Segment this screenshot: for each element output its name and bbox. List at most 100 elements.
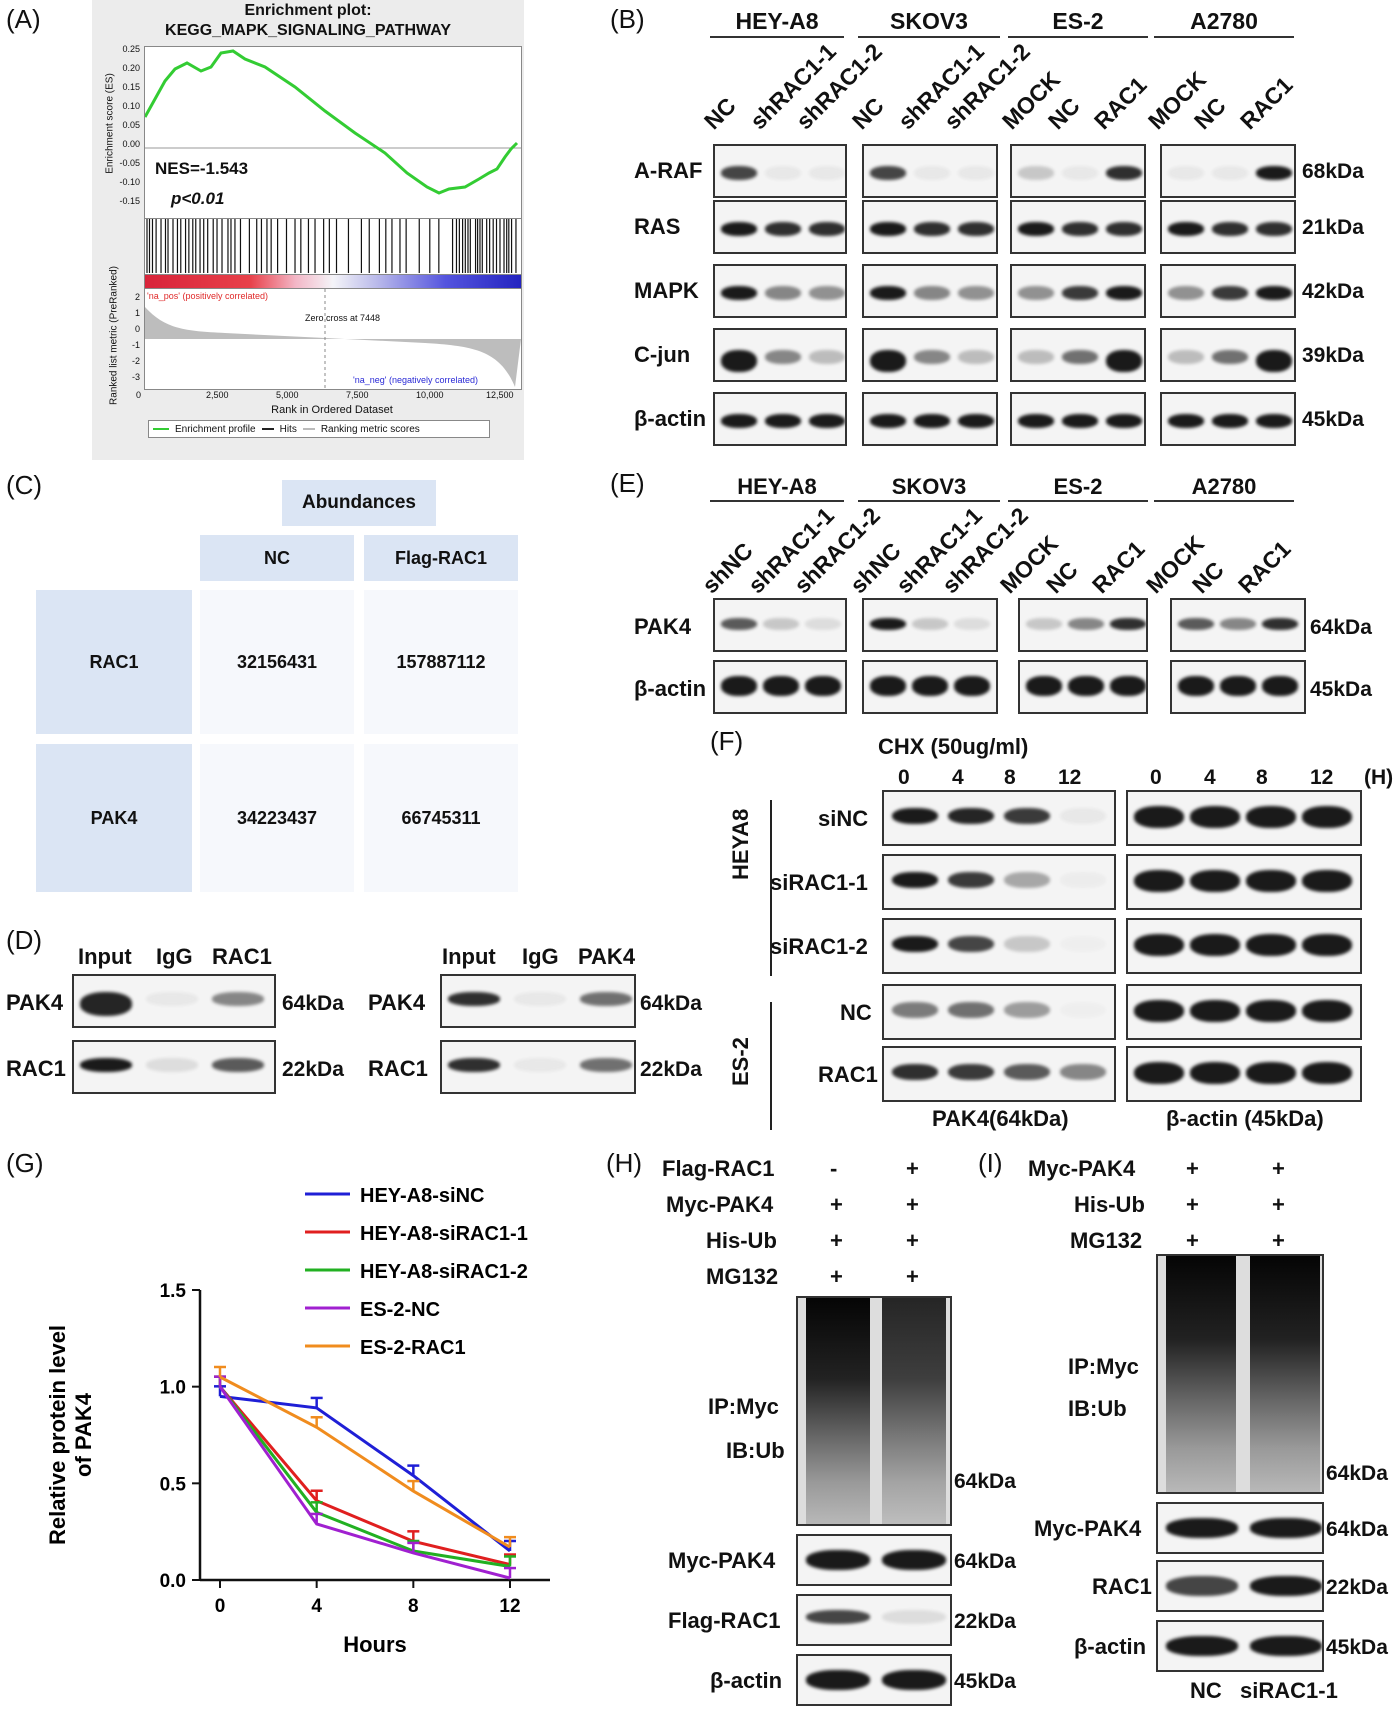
hits-bars	[146, 219, 517, 273]
e-blot	[713, 598, 847, 652]
time-left: 4	[952, 766, 964, 789]
blot-band	[1062, 350, 1098, 364]
time-unit: (H)	[1364, 766, 1394, 789]
legend-hits: Hits	[279, 423, 297, 435]
es-ticks: 0.25 0.20 0.15 0.10 0.05 0.00 -0.05 -0.10 -0.15	[102, 44, 142, 218]
h-smear-blot	[796, 1296, 952, 1526]
blot-band	[1018, 414, 1054, 428]
blot-band	[1246, 934, 1296, 956]
gsea-title-1: Enrichment plot:	[244, 2, 372, 19]
blot-band	[765, 222, 801, 236]
h-cond-a: -	[830, 1156, 838, 1181]
i-cond-a: +	[1186, 1156, 1199, 1181]
h-row-label: Myc-PAK4	[668, 1548, 776, 1573]
e-lane-label: shNC	[696, 537, 758, 599]
i-blot	[1156, 1560, 1324, 1612]
blot-band	[1106, 222, 1142, 236]
rank-ylabel: Ranked list metric (PreRanked)	[108, 266, 120, 405]
blot-band	[1190, 1062, 1240, 1084]
blot-band	[448, 992, 500, 1006]
d-row-label: RAC1	[6, 1056, 66, 1081]
x-label: Rank in Ordered Dataset	[271, 404, 393, 416]
i-cond-label: Myc-PAK4	[1028, 1156, 1136, 1181]
smear-lane	[882, 1298, 946, 1524]
panel-g-chart: 0.0 0.5 1.0 1.5 0 4 8 12 Hours Relative protein l…	[30, 1150, 590, 1680]
neg-label: 'na_neg' (negatively correlated)	[353, 375, 479, 385]
i-cond-a: +	[1186, 1192, 1199, 1217]
blot-band	[1134, 870, 1184, 892]
blot-band	[1256, 166, 1292, 180]
blot-band	[1250, 1576, 1322, 1596]
i-cond-label: MG132	[1070, 1228, 1143, 1253]
h-cond-label: Myc-PAK4	[666, 1192, 774, 1217]
blot-band	[914, 286, 950, 300]
time-right: 8	[1256, 766, 1268, 789]
blot-band	[1302, 1062, 1352, 1084]
table-col-flag: Flag-RAC1	[364, 535, 518, 581]
series-line-es-2-rac1	[219, 1375, 511, 1549]
blot-band	[1068, 676, 1104, 696]
blot-band	[1166, 1518, 1238, 1538]
i-cond-label: His-Ub	[1074, 1192, 1145, 1217]
blot-band	[958, 166, 994, 180]
blot-band	[1190, 870, 1240, 892]
es-ylabel: Enrichment score (ES)	[104, 73, 116, 174]
rank-plot-area: 'na_pos' (positively correlated) Zero cr…	[144, 288, 522, 390]
e-blot	[713, 660, 847, 714]
blot-band	[1060, 808, 1106, 824]
e-blot	[862, 598, 998, 652]
h-cond-a: +	[830, 1228, 843, 1253]
d-lane-label: PAK4	[578, 944, 636, 969]
blot-band	[948, 872, 994, 888]
blot-band	[1302, 806, 1352, 828]
blot-band	[892, 1002, 938, 1018]
blot-band	[1220, 676, 1256, 696]
f-blot-actin	[1126, 1046, 1362, 1102]
e-group-label: SKOV3	[891, 474, 967, 499]
panel-label-g: (G)	[6, 1148, 44, 1178]
blot-band	[721, 414, 757, 428]
blot-band	[1168, 350, 1204, 364]
blot-band	[1110, 676, 1146, 696]
blot-band	[1212, 350, 1248, 364]
blot-band	[1134, 934, 1184, 956]
blot-band	[1246, 1000, 1296, 1022]
es-tick: -0.10	[119, 177, 140, 187]
lane-label: NC	[698, 92, 741, 135]
blot-band	[806, 1550, 870, 1570]
e-kda-label: 64kDa	[1310, 616, 1372, 639]
blot-band	[1302, 870, 1352, 892]
f-blot-pak4	[882, 918, 1116, 974]
i-cond-b: +	[1272, 1228, 1285, 1253]
e-blot	[1170, 598, 1306, 652]
f-blot-pak4	[882, 790, 1116, 846]
d-kda-label: 22kDa	[282, 1058, 344, 1081]
group-label-a2780: A2780	[1190, 8, 1258, 34]
chart-xlabel: Hours	[343, 1632, 407, 1657]
i-ip-label: IP:Myc	[1068, 1354, 1139, 1379]
blot-mapk	[713, 264, 847, 318]
h-kda-label: 22kDa	[954, 1610, 1016, 1633]
e-blot	[1018, 660, 1148, 714]
blot-band	[1168, 414, 1204, 428]
blot-band	[1060, 872, 1106, 888]
blot-band	[870, 676, 906, 696]
blot-band	[514, 1058, 566, 1072]
h-kda-main: 64kDa	[954, 1470, 1016, 1493]
e-group-underline	[710, 500, 844, 502]
blot-band	[1018, 166, 1054, 180]
x-ticks: 0 2,500 5,000 7,500 10,000 12,500	[136, 390, 520, 404]
blot-a-raf	[1160, 144, 1296, 198]
blot-c-jun	[1010, 328, 1146, 382]
blot-band	[1004, 1002, 1050, 1018]
blot-a-raf	[713, 144, 847, 198]
h-cond-b: +	[906, 1228, 919, 1253]
blot-band	[1190, 806, 1240, 828]
group-label-skov3: SKOV3	[890, 8, 968, 34]
hits-area	[144, 218, 522, 276]
blot-band	[809, 286, 845, 300]
es-plot-area: NES=-1.543 p<0.01	[143, 46, 522, 220]
d-lane-label: RAC1	[212, 944, 272, 969]
h-blot	[796, 1534, 952, 1586]
es-tick: -0.15	[119, 196, 140, 206]
